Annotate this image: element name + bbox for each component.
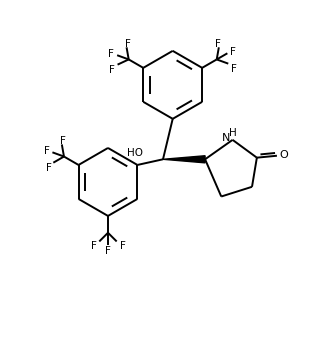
Text: F: F xyxy=(105,246,111,256)
Text: F: F xyxy=(109,65,115,74)
Text: F: F xyxy=(91,241,96,251)
Text: H: H xyxy=(229,128,236,138)
Text: F: F xyxy=(120,241,126,251)
Text: F: F xyxy=(230,47,236,57)
Text: F: F xyxy=(231,64,237,74)
Text: O: O xyxy=(280,150,289,161)
Text: F: F xyxy=(215,39,220,49)
Text: F: F xyxy=(60,136,66,146)
Text: N: N xyxy=(222,132,230,143)
Text: F: F xyxy=(125,39,131,49)
Text: HO: HO xyxy=(127,148,143,158)
Polygon shape xyxy=(163,156,205,163)
Text: F: F xyxy=(108,49,114,59)
Text: F: F xyxy=(44,146,50,156)
Text: F: F xyxy=(46,163,52,173)
